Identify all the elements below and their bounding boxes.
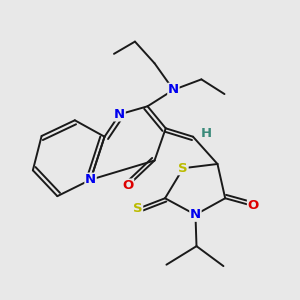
Text: O: O [122,179,134,192]
Text: S: S [178,162,188,175]
Text: N: N [85,173,96,186]
Text: N: N [168,83,179,96]
Text: N: N [114,108,125,121]
Text: S: S [133,202,142,215]
Text: H: H [201,127,212,140]
Text: O: O [248,200,259,212]
Text: N: N [190,208,201,221]
